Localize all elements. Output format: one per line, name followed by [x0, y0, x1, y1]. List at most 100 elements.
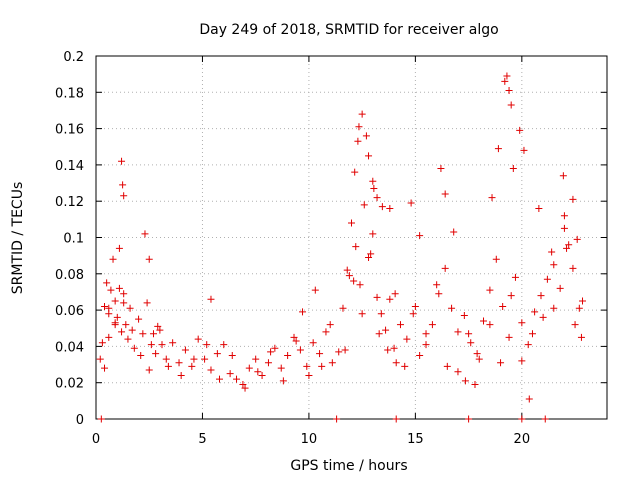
data-point [378, 203, 386, 211]
data-point [486, 321, 494, 329]
data-point [271, 344, 279, 352]
data-point [550, 261, 558, 269]
data-point [362, 132, 370, 140]
x-tick-label: 5 [198, 432, 206, 447]
data-point [290, 333, 298, 341]
data-point [499, 302, 507, 310]
data-point [441, 190, 449, 198]
data-point [228, 351, 236, 359]
data-point [465, 330, 473, 338]
data-point [577, 333, 585, 341]
data-point [162, 355, 170, 363]
data-point [543, 275, 551, 283]
data-point [137, 351, 145, 359]
data-point [571, 321, 579, 329]
data-point [339, 304, 347, 312]
data-point [454, 368, 462, 376]
data-point [358, 310, 366, 318]
data-point [565, 241, 573, 249]
data-point [143, 299, 151, 307]
data-point [501, 77, 509, 85]
data-point [279, 377, 287, 385]
data-point [188, 362, 196, 370]
data-point [207, 295, 215, 303]
data-point [96, 355, 104, 363]
data-point [201, 355, 209, 363]
data-point [169, 339, 177, 347]
x-tick-label: 20 [514, 432, 531, 447]
data-point [145, 366, 153, 374]
data-point [518, 415, 526, 423]
data-point [328, 359, 336, 367]
data-point [507, 101, 515, 109]
data-point [377, 310, 385, 318]
data-point [422, 330, 430, 338]
data-point [454, 328, 462, 336]
data-point [370, 184, 378, 192]
data-point [145, 255, 153, 263]
data-point [403, 335, 411, 343]
data-point [203, 341, 211, 349]
data-point [335, 348, 343, 356]
data-point [241, 384, 249, 392]
data-point [355, 123, 363, 131]
data-point [139, 330, 147, 338]
data-point [120, 290, 128, 298]
data-point [181, 346, 189, 354]
y-tick-label: 0.18 [55, 86, 84, 101]
data-point [369, 230, 377, 238]
data-point [305, 371, 313, 379]
data-point [367, 250, 375, 258]
data-point [356, 281, 364, 289]
data-point [254, 368, 262, 376]
x-tick-label: 10 [301, 432, 318, 447]
data-point [461, 377, 469, 385]
data-point [128, 326, 136, 334]
data-point [560, 224, 568, 232]
data-point [396, 321, 404, 329]
data-point [326, 321, 334, 329]
data-point [124, 335, 132, 343]
data-point [130, 344, 138, 352]
data-point [392, 415, 400, 423]
data-point [109, 255, 117, 263]
y-tick-label: 0.12 [55, 195, 84, 210]
data-point [190, 355, 198, 363]
data-point [215, 375, 223, 383]
data-point [352, 243, 360, 251]
data-point [105, 304, 113, 312]
data-point [537, 292, 545, 300]
data-point [258, 371, 266, 379]
data-point [448, 304, 456, 312]
data-point [267, 348, 275, 356]
data-point [441, 264, 449, 272]
y-tick-label: 0.04 [55, 340, 84, 355]
data-point [443, 362, 451, 370]
x-tick-label: 15 [407, 432, 424, 447]
data-point [365, 253, 373, 261]
data-point [322, 328, 330, 336]
data-point [382, 326, 390, 334]
x-axis-label: GPS time / hours [290, 458, 407, 474]
data-point [518, 357, 526, 365]
data-point [311, 286, 319, 294]
data-point [520, 146, 528, 154]
data-point [559, 172, 567, 180]
data-point [450, 228, 458, 236]
data-point [113, 313, 121, 321]
data-point [369, 177, 377, 185]
data-point [303, 362, 311, 370]
data-point [416, 351, 424, 359]
data-point [245, 364, 253, 372]
data-point [467, 339, 475, 347]
data-point [407, 199, 415, 207]
data-point [518, 319, 526, 327]
data-point [105, 333, 113, 341]
data-point [460, 312, 468, 320]
data-point [120, 192, 128, 200]
data-point [296, 346, 304, 354]
data-point [437, 165, 445, 173]
data-point [503, 72, 511, 80]
data-point [411, 302, 419, 310]
